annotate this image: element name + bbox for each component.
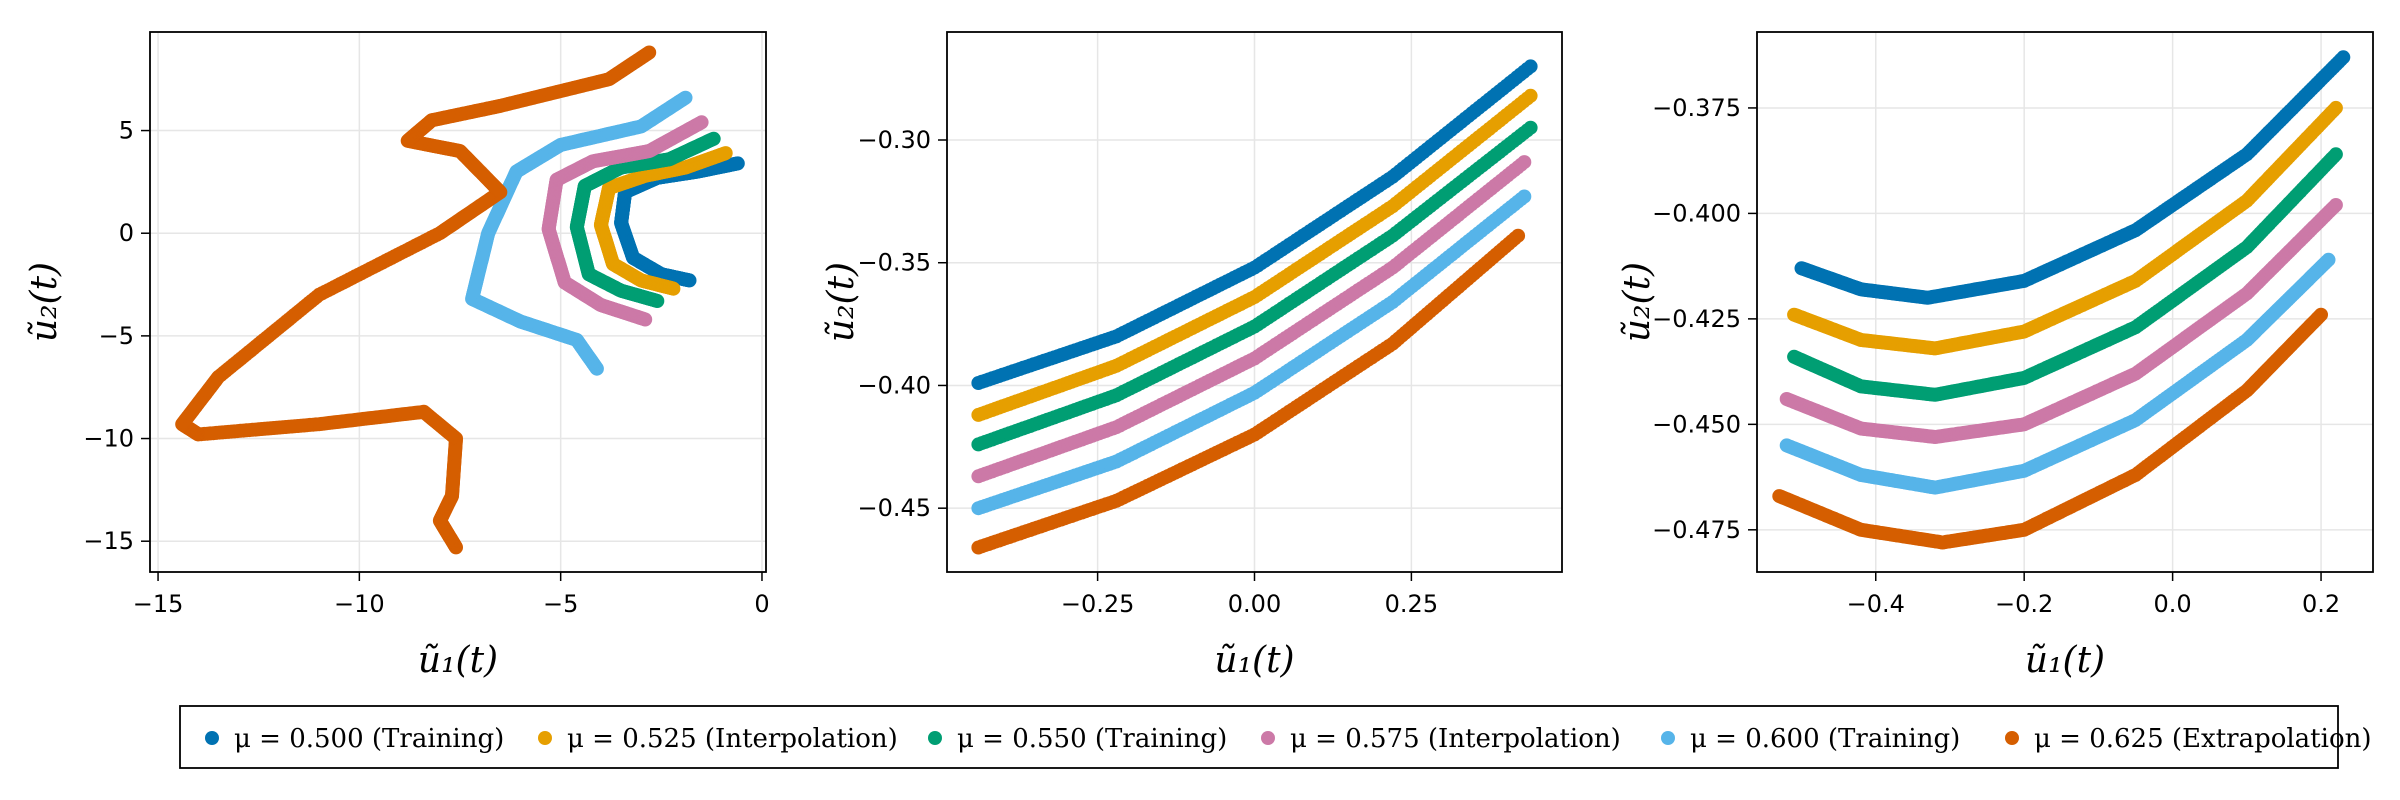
data-point — [2328, 100, 2343, 115]
legend-entry-label: μ = 0.600 (Training) — [1690, 724, 1960, 754]
y-tick-label: −0.450 — [1652, 410, 1741, 438]
x-tick-label: 0 — [754, 590, 769, 618]
y-axis-label: ũ₂(t) — [1617, 262, 1658, 342]
data-point — [1517, 155, 1532, 170]
y-tick-label: −0.425 — [1652, 305, 1741, 333]
y-tick-label: 5 — [119, 117, 134, 145]
y-tick-label: −0.375 — [1652, 94, 1741, 122]
legend-entry-label: μ = 0.550 (Training) — [957, 724, 1227, 754]
legend-marker — [1261, 731, 1275, 745]
panel-middle: −0.25 0.00 0.25 −0.45 −0.40 −0.35 −0.30 ũ₁(t) ũ₂… — [821, 31, 1563, 681]
data-point — [2314, 307, 2328, 322]
y-axis-label: ũ₂(t) — [821, 262, 862, 342]
series-5 — [175, 45, 657, 555]
data-point — [2321, 252, 2336, 267]
series-4 — [465, 90, 693, 376]
x-tick-label: −0.25 — [1061, 590, 1135, 618]
data-point — [1523, 88, 1538, 103]
legend-marker — [205, 731, 219, 745]
x-axis-label: ũ₁(t) — [2025, 640, 2105, 681]
panel-right: −0.4 −0.2 0.0 0.2 −0.475 −0.450 −0.425 −0.400 −0… — [1617, 31, 2374, 681]
legend-entry-label: μ = 0.500 (Training) — [234, 724, 504, 754]
data-point — [694, 115, 709, 130]
data-point — [718, 146, 733, 161]
series-3 — [541, 115, 709, 327]
x-tick-label: 0.2 — [2302, 590, 2340, 618]
x-tick-label: −5 — [543, 590, 578, 618]
x-tick-label: −0.4 — [1847, 590, 1905, 618]
data-point — [1523, 59, 1538, 74]
data-point — [730, 156, 745, 171]
legend-marker — [538, 731, 552, 745]
legend-marker — [1661, 731, 1675, 745]
data-point — [2336, 50, 2351, 65]
data-point — [2328, 198, 2343, 212]
y-tick-label: −0.475 — [1652, 516, 1741, 544]
x-tick-label: 0.00 — [1228, 590, 1281, 618]
y-tick-label: −0.400 — [1652, 199, 1741, 227]
legend-entry-label: μ = 0.575 (Interpolation) — [1290, 724, 1621, 754]
data-point — [642, 45, 657, 60]
y-axis-label: ũ₂(t) — [24, 262, 65, 342]
y-tick-label: −0.30 — [857, 126, 931, 154]
data-point — [678, 90, 693, 105]
x-tick-label: 0.25 — [1385, 590, 1438, 618]
panel-left: −15 −10 −5 0 −15 −10 −5 0 5 ũ₁(t) ũ₂(t) — [24, 31, 770, 681]
legend-marker — [928, 731, 942, 745]
y-tick-label: 0 — [119, 219, 134, 247]
legend-entry-label: μ = 0.625 (Extrapolation) — [2034, 724, 2372, 754]
data-point — [1517, 189, 1532, 204]
legend: μ = 0.500 (Training) μ = 0.525 (Interpola… — [179, 705, 2372, 769]
data-point — [706, 131, 721, 146]
series-2 — [569, 131, 721, 308]
y-tick-label: −5 — [99, 322, 134, 350]
y-tick-label: −10 — [83, 425, 134, 453]
x-tick-label: −15 — [133, 590, 184, 618]
legend-marker — [2005, 731, 2019, 745]
x-tick-label: −10 — [334, 590, 385, 618]
x-tick-label: −0.2 — [1995, 590, 2053, 618]
y-tick-label: −15 — [83, 527, 134, 555]
x-axis-label: ũ₁(t) — [1214, 640, 1294, 681]
data-point — [2328, 147, 2343, 162]
legend-entry-label: μ = 0.525 (Interpolation) — [567, 724, 898, 754]
y-tick-label: −0.40 — [857, 371, 931, 399]
data-point — [1523, 120, 1538, 135]
x-tick-label: 0.0 — [2154, 590, 2192, 618]
series-1 — [593, 146, 733, 296]
y-tick-label: −0.45 — [857, 494, 931, 522]
y-tick-label: −0.35 — [857, 249, 931, 277]
data-point — [1511, 228, 1526, 243]
x-axis-label: ũ₁(t) — [418, 640, 498, 681]
